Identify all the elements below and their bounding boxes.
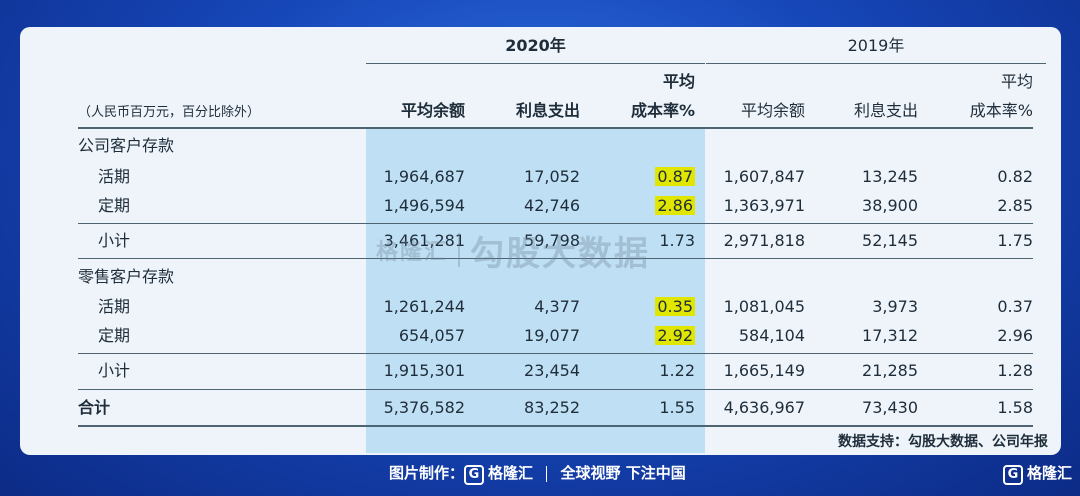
col-rate-2019-line2: 成本率% [969, 101, 1033, 120]
col-rate-2020-line2: 成本率% [630, 101, 695, 120]
corner-brand: G 格隆汇 [1003, 462, 1072, 485]
col-rate-2020-line1: 平均 [662, 72, 695, 91]
highlight-2020-column [366, 127, 705, 453]
footer-brand: 格隆汇 [488, 464, 534, 482]
source-note: 数据支持：勾股大数据、公司年报 [838, 434, 1048, 450]
col-rate-2019-line1: 平均 [1000, 72, 1033, 91]
footer-credit: 图片制作： G 格隆汇 全球视野 下注中国 [389, 462, 686, 485]
year-2020-header: 2020年 [505, 36, 566, 55]
section-corporate: 公司客户存款 [78, 136, 175, 155]
col-avg-balance-2019: 平均余额 [740, 101, 805, 120]
unit-note: （人民币百万元，百分比除外） [78, 105, 261, 120]
section-retail: 零售客户存款 [78, 267, 175, 286]
watermark-text: 勾股大数据 [470, 233, 651, 274]
brand-logo-icon: G [464, 465, 485, 485]
table-card: 2020年 2019年 平均 平均 （人民币百万元，百分比除外） 平均余额 利息… [20, 27, 1061, 455]
footer-slogan: 全球视野 下注中国 [560, 464, 686, 482]
corner-logo-icon: G [1003, 465, 1023, 485]
col-interest-2020: 利息支出 [515, 101, 580, 120]
year-2019-header: 2019年 [847, 36, 905, 55]
watermark: 格隆汇 勾股大数据 [376, 225, 706, 275]
watermark-brand: 格隆汇 [376, 240, 449, 265]
col-avg-balance-2020: 平均余额 [400, 101, 465, 120]
footer-divider [546, 465, 548, 482]
col-interest-2019: 利息支出 [853, 101, 918, 120]
corner-brand-text: 格隆汇 [1027, 464, 1073, 482]
footer-made-by: 图片制作： [389, 464, 465, 482]
watermark-divider [458, 233, 461, 267]
